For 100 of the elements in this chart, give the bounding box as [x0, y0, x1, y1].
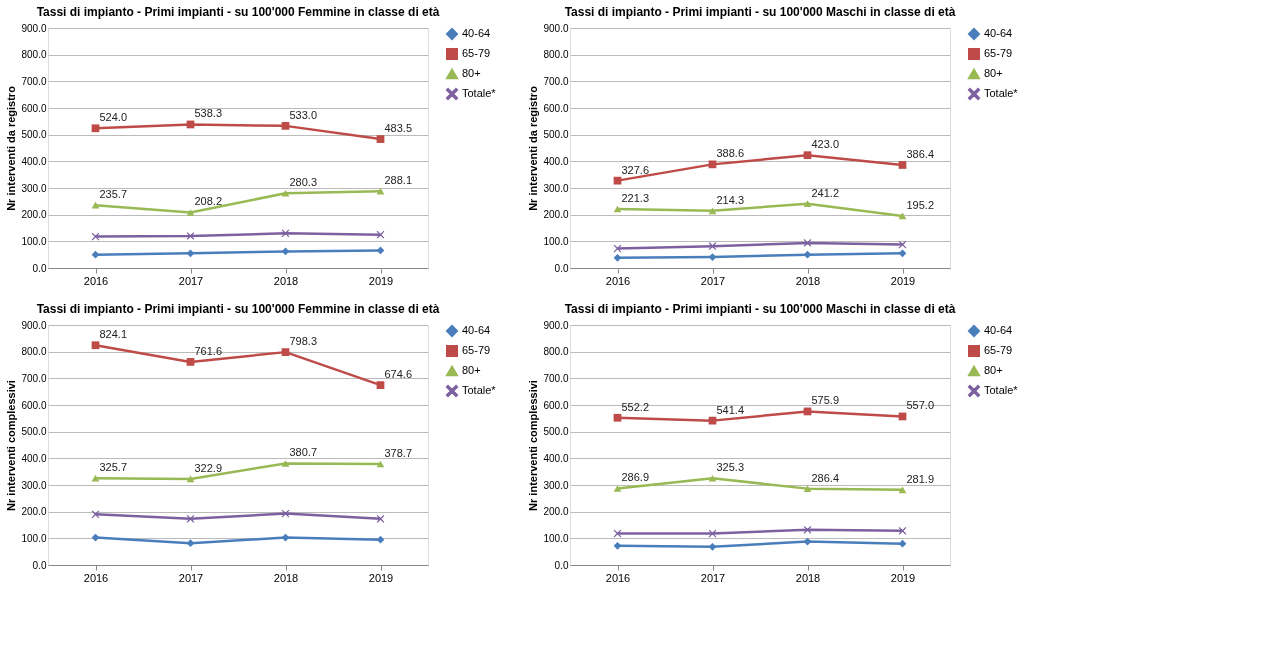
data-label: 241.2: [811, 186, 840, 199]
y-tick-label: 300.0: [543, 182, 569, 194]
y-tick-label: 200.0: [543, 209, 569, 221]
x-tick-label: 2017: [700, 274, 726, 287]
y-tick-label: 200.0: [543, 506, 569, 518]
data-label: 380.7: [289, 446, 318, 459]
legend-label: 40-64: [462, 324, 491, 336]
x-tick-label: 2016: [605, 274, 631, 287]
y-tick-label: 400.0: [543, 155, 569, 167]
data-label: 674.6: [384, 368, 413, 381]
y-tick-label: 0.0: [32, 262, 47, 274]
y-tick-label: 0.0: [554, 262, 569, 274]
data-label: 378.7: [384, 447, 413, 460]
y-tick-label: 600.0: [21, 102, 47, 114]
data-label: 575.9: [811, 394, 840, 407]
data-label: 761.6: [194, 344, 223, 357]
y-tick-label: 600.0: [543, 102, 569, 114]
y-tick-label: 700.0: [543, 372, 569, 384]
y-tick-label: 900.0: [543, 22, 569, 34]
chart-title: Tassi di impianto - Primi impianti - su 100'000 Femmine in classe di età: [36, 302, 440, 316]
y-axis-title: Nr interventi complessivi: [5, 380, 18, 511]
data-label: 538.3: [194, 107, 223, 120]
legend-label: Totale*: [462, 384, 497, 396]
legend-label: 40-64: [984, 27, 1013, 39]
y-tick-label: 100.0: [543, 532, 569, 544]
chart-title: Tassi di impianto - Primi impianti - su 100'000 Maschi in classe di età: [564, 5, 956, 19]
y-tick-label: 500.0: [543, 426, 569, 438]
y-tick-label: 900.0: [21, 22, 47, 34]
x-tick-label: 2019: [368, 274, 394, 287]
data-label: 286.9: [621, 471, 650, 484]
data-label: 524.0: [99, 111, 128, 124]
y-tick-label: 800.0: [543, 49, 569, 61]
y-axis-title: Nr interventi complessivi: [527, 380, 540, 511]
x-tick-label: 2018: [795, 274, 821, 287]
y-axis-title: Nr interventi da registro: [527, 85, 540, 211]
x-tick-label: 2018: [273, 274, 299, 287]
y-tick-label: 700.0: [21, 372, 47, 384]
legend-label: Totale*: [984, 384, 1019, 396]
y-tick-label: 300.0: [21, 479, 47, 491]
data-label: 286.4: [811, 471, 840, 484]
y-tick-label: 600.0: [21, 399, 47, 411]
y-tick-label: 800.0: [21, 346, 47, 358]
x-tick-label: 2019: [890, 571, 916, 584]
data-label: 322.9: [194, 461, 223, 474]
y-tick-label: 400.0: [21, 452, 47, 464]
legend-label: Totale*: [462, 87, 497, 99]
legend-label: 40-64: [462, 27, 491, 39]
data-label: 388.6: [716, 147, 745, 160]
data-label: 423.0: [811, 138, 840, 151]
data-label: 281.9: [906, 472, 935, 485]
x-tick-label: 2018: [273, 571, 299, 584]
data-label: 195.2: [906, 198, 935, 211]
legend-label: Totale*: [984, 87, 1019, 99]
legend-label: 65-79: [984, 47, 1013, 59]
x-tick-label: 2016: [83, 274, 109, 287]
x-tick-label: 2016: [605, 571, 631, 584]
data-label: 798.3: [289, 335, 318, 348]
chart-title: Tassi di impianto - Primi impianti - su 100'000 Maschi in classe di età: [564, 302, 956, 316]
y-axis-title: Nr interventi da registro: [5, 85, 18, 211]
data-label: 386.4: [906, 147, 935, 160]
x-tick-label: 2017: [178, 274, 204, 287]
x-tick-label: 2018: [795, 571, 821, 584]
legend-label: 65-79: [984, 344, 1013, 356]
y-tick-label: 300.0: [21, 182, 47, 194]
y-tick-label: 700.0: [543, 75, 569, 87]
y-tick-label: 200.0: [21, 506, 47, 518]
y-tick-label: 900.0: [21, 319, 47, 331]
legend-label: 65-79: [462, 47, 491, 59]
legend-label: 80+: [462, 364, 481, 376]
y-tick-label: 500.0: [21, 426, 47, 438]
y-tick-label: 600.0: [543, 399, 569, 411]
data-label: 325.7: [99, 461, 128, 474]
data-label: 541.4: [716, 403, 745, 416]
legend-label: 40-64: [984, 324, 1013, 336]
data-label: 327.6: [621, 163, 650, 176]
legend-label: 80+: [984, 364, 1003, 376]
data-label: 235.7: [99, 188, 128, 201]
y-tick-label: 300.0: [543, 479, 569, 491]
y-tick-label: 500.0: [543, 129, 569, 141]
data-label: 208.2: [194, 195, 223, 208]
x-tick-label: 2019: [368, 571, 394, 584]
y-tick-label: 800.0: [543, 346, 569, 358]
y-tick-label: 400.0: [21, 155, 47, 167]
legend-label: 80+: [984, 67, 1003, 79]
data-label: 221.3: [621, 191, 650, 204]
y-tick-label: 400.0: [543, 452, 569, 464]
data-label: 214.3: [716, 193, 745, 206]
y-tick-label: 500.0: [21, 129, 47, 141]
data-label: 824.1: [99, 328, 128, 341]
x-tick-label: 2017: [178, 571, 204, 584]
data-label: 557.0: [906, 399, 935, 412]
data-label: 280.3: [289, 176, 318, 189]
data-label: 533.0: [289, 108, 318, 121]
y-tick-label: 100.0: [543, 235, 569, 247]
x-tick-label: 2019: [890, 274, 916, 287]
y-tick-label: 700.0: [21, 75, 47, 87]
data-label: 288.1: [384, 174, 413, 187]
data-label: 325.3: [716, 461, 745, 474]
data-label: 483.5: [384, 122, 413, 135]
x-tick-label: 2017: [700, 571, 726, 584]
